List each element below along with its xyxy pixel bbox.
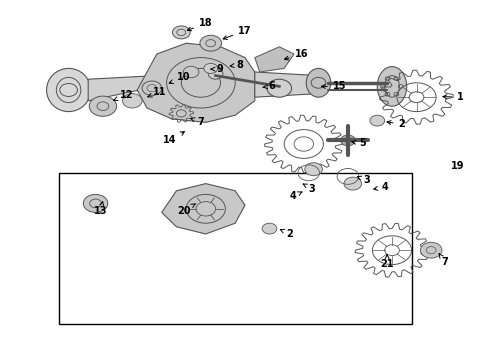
Circle shape <box>208 68 223 79</box>
Circle shape <box>83 194 108 212</box>
Text: 6: 6 <box>263 81 275 91</box>
Polygon shape <box>137 43 255 122</box>
Text: 4: 4 <box>374 182 388 192</box>
Text: 21: 21 <box>380 255 394 269</box>
Circle shape <box>370 115 385 126</box>
FancyBboxPatch shape <box>59 173 412 324</box>
Circle shape <box>172 26 190 39</box>
Text: 2: 2 <box>280 229 294 239</box>
Text: 9: 9 <box>211 64 223 74</box>
Text: 2: 2 <box>387 119 405 129</box>
Circle shape <box>204 63 218 73</box>
Polygon shape <box>255 72 318 97</box>
Circle shape <box>262 223 277 234</box>
Circle shape <box>344 177 362 190</box>
Ellipse shape <box>306 68 331 97</box>
Text: 7: 7 <box>439 254 448 267</box>
Circle shape <box>200 35 221 51</box>
Text: 1: 1 <box>443 92 464 102</box>
Text: 17: 17 <box>223 26 252 39</box>
Circle shape <box>341 135 355 146</box>
Ellipse shape <box>47 68 91 112</box>
Text: 10: 10 <box>169 72 190 84</box>
Circle shape <box>305 163 322 176</box>
Text: 14: 14 <box>163 132 184 145</box>
Text: 15: 15 <box>321 81 346 91</box>
Text: 3: 3 <box>357 175 370 185</box>
Text: 7: 7 <box>191 117 204 127</box>
Text: 4: 4 <box>290 191 302 201</box>
Text: 12: 12 <box>114 90 133 100</box>
Text: 5: 5 <box>352 138 366 148</box>
Circle shape <box>267 79 292 97</box>
Ellipse shape <box>377 67 407 106</box>
Text: 8: 8 <box>230 60 244 70</box>
Text: 16: 16 <box>285 49 308 60</box>
Circle shape <box>420 242 442 258</box>
Text: 13: 13 <box>94 202 107 216</box>
Text: 19: 19 <box>451 161 465 171</box>
Circle shape <box>122 94 142 108</box>
Polygon shape <box>255 47 294 72</box>
Text: 3: 3 <box>303 184 316 194</box>
Polygon shape <box>162 184 245 234</box>
Circle shape <box>183 66 199 78</box>
Text: 18: 18 <box>187 18 213 31</box>
Polygon shape <box>88 76 157 101</box>
Circle shape <box>89 96 117 116</box>
Text: 20: 20 <box>177 203 196 216</box>
Text: 11: 11 <box>147 87 167 97</box>
